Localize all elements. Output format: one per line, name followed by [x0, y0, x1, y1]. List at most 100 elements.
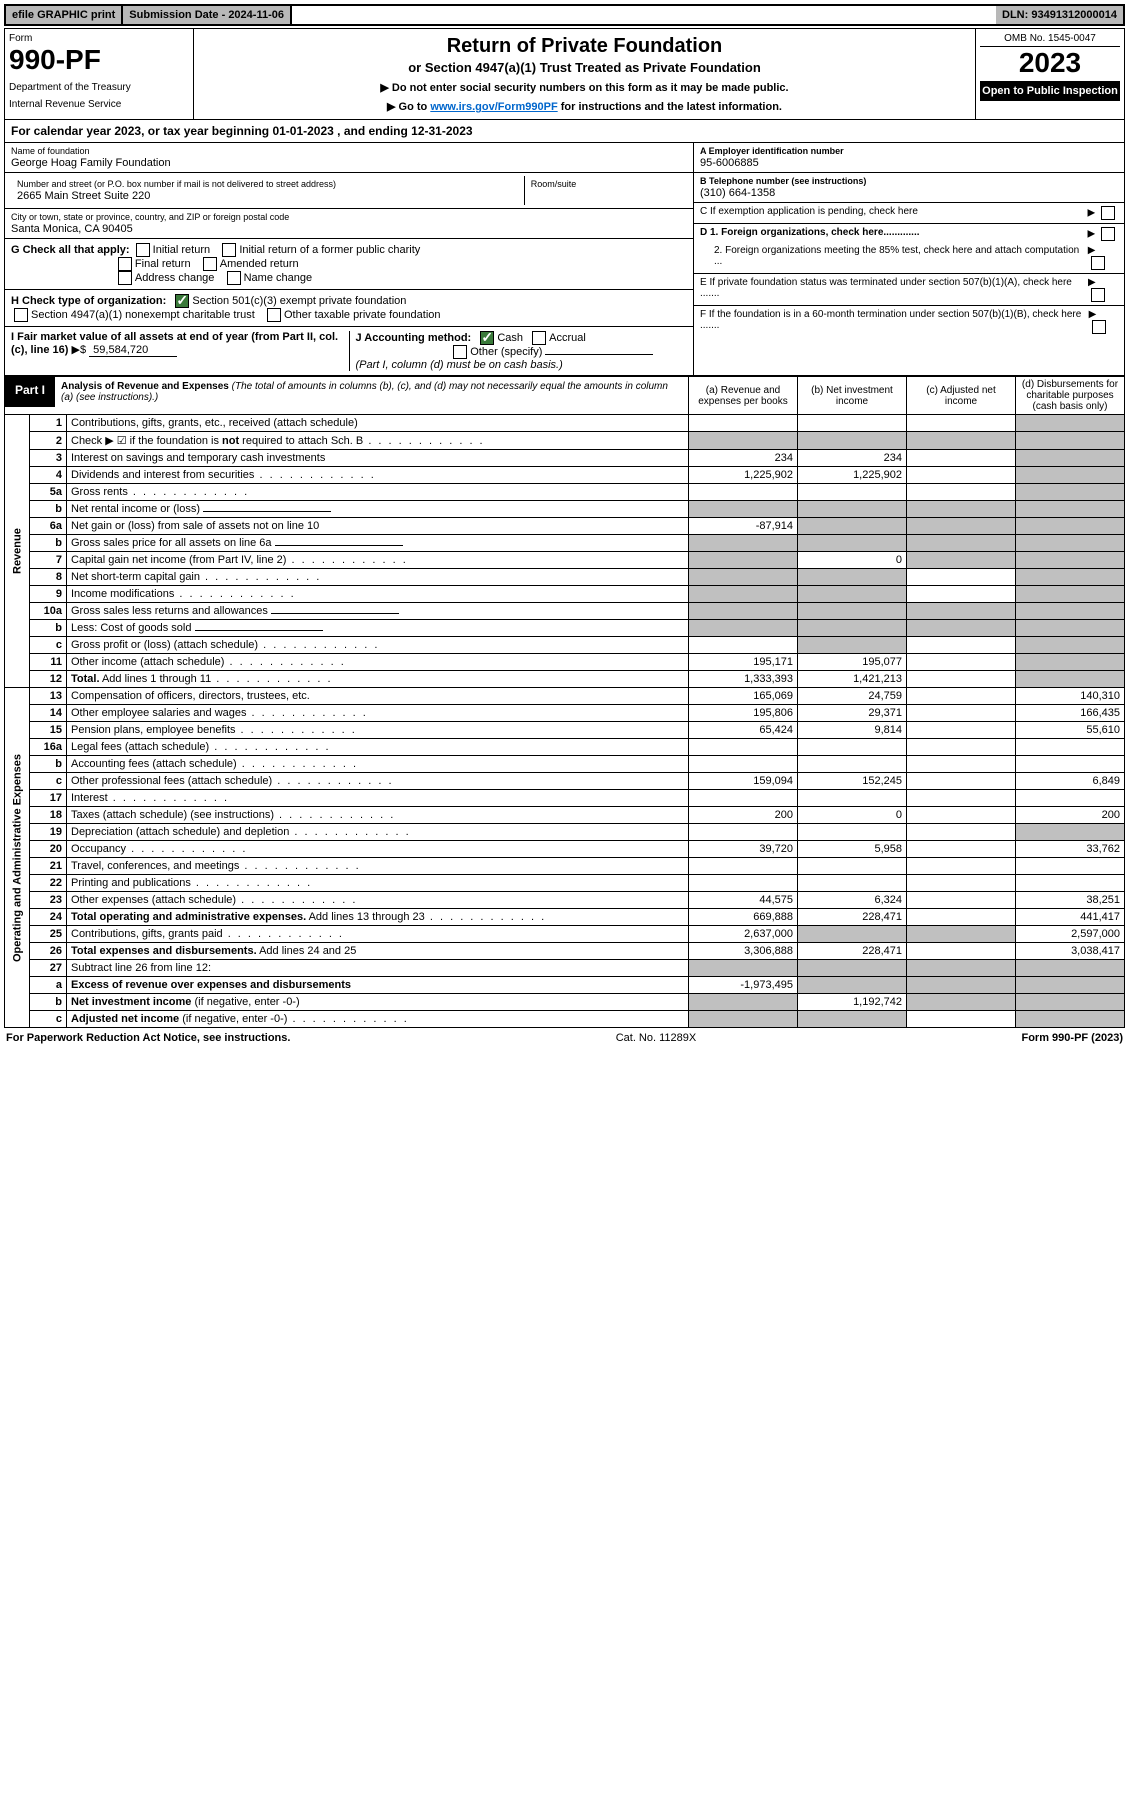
- address-change-checkbox[interactable]: [118, 271, 132, 285]
- efile-print-label[interactable]: efile GRAPHIC print: [6, 6, 123, 24]
- street-address: 2665 Main Street Suite 220: [17, 190, 518, 202]
- line-description: Gross sales less returns and allowances: [67, 603, 689, 620]
- line-description: Travel, conferences, and meetings: [67, 858, 689, 875]
- amount-cell: 65,424: [689, 722, 798, 739]
- other-taxable-label: Other taxable private foundation: [284, 309, 441, 321]
- table-row: 4Dividends and interest from securities1…: [5, 467, 1125, 484]
- amount-cell: 159,094: [689, 773, 798, 790]
- form-link[interactable]: www.irs.gov/Form990PF: [430, 101, 557, 113]
- col-a-header: (a) Revenue and expenses per books: [689, 377, 798, 415]
- c-checkbox[interactable]: [1101, 206, 1115, 220]
- initial-return-checkbox[interactable]: [136, 243, 150, 257]
- amount-cell: [689, 415, 798, 432]
- telephone-value: (310) 664-1358: [700, 187, 1118, 199]
- 501c3-checkbox[interactable]: [175, 294, 189, 308]
- j-note: (Part I, column (d) must be on cash basi…: [356, 359, 563, 371]
- amount-cell: [907, 892, 1016, 909]
- other-method-field[interactable]: [545, 354, 653, 355]
- amount-cell: [907, 620, 1016, 637]
- amount-cell: 39,720: [689, 841, 798, 858]
- amount-cell: [1016, 858, 1125, 875]
- 4947-checkbox[interactable]: [14, 308, 28, 322]
- f-label: F If the foundation is in a 60-month ter…: [700, 309, 1089, 331]
- initial-former-checkbox[interactable]: [222, 243, 236, 257]
- cash-checkbox[interactable]: [480, 331, 494, 345]
- line-description: Dividends and interest from securities: [67, 467, 689, 484]
- form-label: Form: [9, 33, 189, 44]
- line-number: 11: [30, 654, 67, 671]
- amount-cell: [907, 586, 1016, 603]
- amount-cell: [798, 432, 907, 450]
- line-description: Other expenses (attach schedule): [67, 892, 689, 909]
- d2-checkbox[interactable]: [1091, 256, 1105, 270]
- table-row: aExcess of revenue over expenses and dis…: [5, 977, 1125, 994]
- amount-cell: 55,610: [1016, 722, 1125, 739]
- amount-cell: [798, 620, 907, 637]
- col-d-header: (d) Disbursements for charitable purpose…: [1016, 377, 1125, 415]
- initial-former-label: Initial return of a former public charit…: [239, 244, 420, 256]
- table-row: 23Other expenses (attach schedule)44,575…: [5, 892, 1125, 909]
- line-number: b: [30, 994, 67, 1011]
- section-j: J Accounting method: Cash Accrual Other …: [350, 331, 688, 371]
- line-description: Gross sales price for all assets on line…: [67, 535, 689, 552]
- table-row: 7Capital gain net income (from Part IV, …: [5, 552, 1125, 569]
- e-label: E If private foundation status was termi…: [700, 277, 1088, 299]
- amount-cell: 200: [1016, 807, 1125, 824]
- top-bar: efile GRAPHIC print Submission Date - 20…: [4, 4, 1125, 26]
- other-method-checkbox[interactable]: [453, 345, 467, 359]
- table-row: 5aGross rents: [5, 484, 1125, 501]
- j-label: J Accounting method:: [356, 332, 472, 344]
- name-change-checkbox[interactable]: [227, 271, 241, 285]
- street-cell: Number and street (or P.O. box number if…: [11, 176, 525, 205]
- amount-cell: [907, 415, 1016, 432]
- page-footer: For Paperwork Reduction Act Notice, see …: [4, 1028, 1125, 1048]
- line-number: 22: [30, 875, 67, 892]
- ein-label: A Employer identification number: [700, 146, 844, 156]
- amount-cell: -1,973,495: [689, 977, 798, 994]
- amount-cell: 234: [689, 450, 798, 467]
- accrual-checkbox[interactable]: [532, 331, 546, 345]
- amount-cell: 29,371: [798, 705, 907, 722]
- line-number: b: [30, 756, 67, 773]
- line-description: Taxes (attach schedule) (see instruction…: [67, 807, 689, 824]
- line-description: Other employee salaries and wages: [67, 705, 689, 722]
- line-number: 18: [30, 807, 67, 824]
- section-g: G Check all that apply: Initial return I…: [5, 239, 693, 290]
- amount-cell: [689, 501, 798, 518]
- d1-checkbox[interactable]: [1101, 227, 1115, 241]
- table-row: 18Taxes (attach schedule) (see instructi…: [5, 807, 1125, 824]
- line-description: Less: Cost of goods sold: [67, 620, 689, 637]
- f-checkbox[interactable]: [1092, 320, 1106, 334]
- amount-cell: 44,575: [689, 892, 798, 909]
- amount-cell: [907, 994, 1016, 1011]
- amount-cell: [907, 926, 1016, 943]
- amount-cell: [1016, 518, 1125, 535]
- foundation-name-cell: Name of foundation George Hoag Family Fo…: [5, 143, 693, 173]
- part1-table: Part I Analysis of Revenue and Expenses …: [4, 376, 1125, 1028]
- table-row: 25Contributions, gifts, grants paid2,637…: [5, 926, 1125, 943]
- other-taxable-checkbox[interactable]: [267, 308, 281, 322]
- amount-cell: 166,435: [1016, 705, 1125, 722]
- amount-cell: [1016, 994, 1125, 1011]
- city-cell: City or town, state or province, country…: [5, 209, 693, 239]
- e-checkbox[interactable]: [1091, 288, 1105, 302]
- amended-return-checkbox[interactable]: [203, 257, 217, 271]
- final-return-checkbox[interactable]: [118, 257, 132, 271]
- amount-cell: 165,069: [689, 688, 798, 705]
- cat-number: Cat. No. 11289X: [616, 1032, 697, 1044]
- header-left: Form 990-PF Department of the Treasury I…: [5, 29, 194, 119]
- amount-cell: [798, 501, 907, 518]
- line-number: 26: [30, 943, 67, 960]
- line-description: Income modifications: [67, 586, 689, 603]
- line-number: 8: [30, 569, 67, 586]
- amount-cell: [798, 858, 907, 875]
- line-number: 20: [30, 841, 67, 858]
- part1-label: Part I: [5, 377, 55, 407]
- line-number: 7: [30, 552, 67, 569]
- amount-cell: [1016, 756, 1125, 773]
- amount-cell: [689, 824, 798, 841]
- amount-cell: [689, 535, 798, 552]
- amount-cell: [1016, 790, 1125, 807]
- line-number: c: [30, 1011, 67, 1028]
- amount-cell: [907, 484, 1016, 501]
